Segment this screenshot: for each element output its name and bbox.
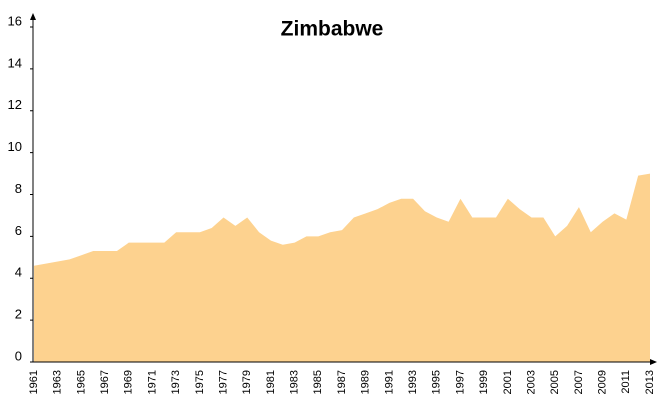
x-tick-label: 1967 bbox=[99, 370, 111, 394]
y-tick-label: 14 bbox=[8, 55, 22, 70]
x-tick-label: 2003 bbox=[525, 370, 537, 394]
x-tick-label: 1975 bbox=[194, 370, 206, 394]
x-tick-label: 2007 bbox=[573, 370, 585, 394]
x-tick-label: 1983 bbox=[289, 370, 301, 394]
area bbox=[34, 173, 650, 362]
x-tick-label: 1977 bbox=[217, 370, 229, 394]
y-tick-label: 4 bbox=[15, 265, 22, 280]
y-tick-label: 12 bbox=[8, 97, 22, 112]
x-tick-label: 1987 bbox=[336, 370, 348, 394]
y-tick-label: 10 bbox=[8, 139, 22, 154]
x-tick-label: 1979 bbox=[241, 370, 253, 394]
x-tick-label: 2001 bbox=[502, 370, 514, 394]
y-tick-label: 16 bbox=[8, 13, 22, 28]
x-tick-label: 1969 bbox=[123, 370, 135, 394]
y-axis-arrow bbox=[30, 13, 36, 20]
x-tick-label: 2011 bbox=[620, 370, 632, 394]
x-tick-label: 1981 bbox=[265, 370, 277, 394]
x-tick-label: 1989 bbox=[360, 370, 372, 394]
x-tick-label: 1999 bbox=[478, 370, 490, 394]
x-tick-label: 1985 bbox=[312, 370, 324, 394]
x-tick-label: 1993 bbox=[407, 370, 419, 394]
y-tick-label: 2 bbox=[15, 307, 22, 322]
y-tick-label: 8 bbox=[15, 181, 22, 196]
x-axis-arrow bbox=[650, 359, 657, 365]
x-tick-label: 1997 bbox=[454, 370, 466, 394]
x-tick-label: 2013 bbox=[644, 370, 656, 394]
x-tick-label: 2005 bbox=[549, 370, 561, 394]
x-tick-label: 2009 bbox=[597, 370, 609, 394]
chart-title: Zimbabwe bbox=[281, 18, 384, 41]
x-tick-label: 1971 bbox=[146, 370, 158, 394]
x-tick-label: 1973 bbox=[170, 370, 182, 394]
x-tick-label: 1963 bbox=[52, 370, 64, 394]
y-tick-label: 6 bbox=[15, 223, 22, 238]
x-tick-label: 1961 bbox=[28, 370, 40, 394]
y-tick-label: 0 bbox=[15, 348, 22, 363]
x-tick-label: 1991 bbox=[383, 370, 395, 394]
x-tick-label: 1995 bbox=[431, 370, 443, 394]
x-tick-label: 1965 bbox=[75, 370, 87, 394]
